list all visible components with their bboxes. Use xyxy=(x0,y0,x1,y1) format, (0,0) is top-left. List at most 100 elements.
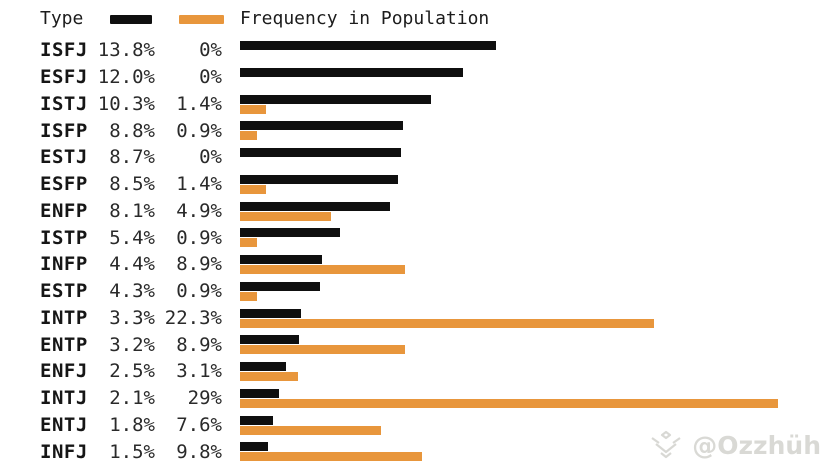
population-pct-label: 0.9% xyxy=(176,119,222,142)
type-bar xyxy=(240,148,402,157)
population-pct-label: 29% xyxy=(187,387,222,410)
population-bar xyxy=(240,104,266,114)
chart-row: INTP 3.3% 22.3% xyxy=(0,305,829,332)
population-pct-label: 0% xyxy=(199,66,222,89)
bar-group xyxy=(240,64,829,91)
population-pct-label: 7.6% xyxy=(176,413,222,436)
population-pct-label: 0% xyxy=(199,39,222,62)
population-pct-label: 0% xyxy=(199,146,222,169)
type-series-swatch xyxy=(110,15,152,24)
population-bar xyxy=(240,131,257,141)
bar-group xyxy=(240,331,829,358)
chart-row: ENFJ 2.5% 3.1% xyxy=(0,358,829,385)
bar-group xyxy=(240,385,829,412)
type-label: INFP xyxy=(40,253,88,276)
chart-row: ISTJ 10.3% 1.4% xyxy=(0,91,829,118)
type-bar xyxy=(240,362,287,371)
type-bar xyxy=(240,67,463,77)
type-pct-label: 1.5% xyxy=(109,440,155,463)
chart-row: ESTP 4.3% 0.9% xyxy=(0,278,829,305)
type-label: ENFP xyxy=(40,199,88,222)
legend-type-label: Type xyxy=(40,8,84,29)
population-bar xyxy=(240,265,406,274)
chart-rows: ISFJ 13.8% 0% ESFJ 12.0% 0% ISTJ 10.3% 1… xyxy=(0,37,829,466)
bar-group xyxy=(240,37,829,64)
type-bar xyxy=(240,255,322,264)
type-pct-label: 3.3% xyxy=(109,306,155,329)
population-pct-label: 22.3% xyxy=(164,306,222,329)
type-bar xyxy=(240,201,391,211)
population-pct-label: 0.9% xyxy=(176,280,222,303)
type-bar xyxy=(240,335,300,345)
population-bar xyxy=(240,372,298,381)
type-label: ESTP xyxy=(40,280,88,303)
type-bar xyxy=(240,415,274,425)
population-pct-label: 3.1% xyxy=(176,360,222,383)
type-label: ISFP xyxy=(40,119,88,142)
chart-row: ENTJ 1.8% 7.6% xyxy=(0,412,829,439)
population-pct-label: 4.9% xyxy=(176,199,222,222)
type-bar xyxy=(240,41,496,50)
bar-group xyxy=(240,117,829,144)
chart-row: ISTP 5.4% 0.9% xyxy=(0,224,829,251)
chart-row: ESFJ 12.0% 0% xyxy=(0,64,829,91)
bar-group xyxy=(240,278,829,305)
type-pct-label: 10.3% xyxy=(97,92,155,115)
bar-group xyxy=(240,305,829,332)
type-label: ISFJ xyxy=(40,39,88,62)
population-bar xyxy=(240,318,654,328)
type-label: ESTJ xyxy=(40,146,88,169)
type-bar xyxy=(240,281,320,291)
type-label: INTP xyxy=(40,306,88,329)
chart-row: ESTJ 8.7% 0% xyxy=(0,144,829,171)
type-pct-label: 8.7% xyxy=(109,146,155,169)
type-bar xyxy=(240,388,279,398)
type-pct-label: 5.4% xyxy=(109,226,155,249)
population-bar xyxy=(240,398,778,408)
type-label: INFJ xyxy=(40,440,88,463)
type-pct-label: 4.4% xyxy=(109,253,155,276)
population-pct-label: 8.9% xyxy=(176,333,222,356)
type-bar xyxy=(240,442,268,452)
bar-group xyxy=(240,438,829,465)
population-pct-label: 0.9% xyxy=(176,226,222,249)
population-bar xyxy=(240,211,331,221)
chart-row: ENTP 3.2% 8.9% xyxy=(0,331,829,358)
bar-group xyxy=(240,224,829,251)
population-bar xyxy=(240,238,257,248)
population-pct-label: 1.4% xyxy=(176,173,222,196)
population-bar xyxy=(240,452,422,462)
type-label: INTJ xyxy=(40,387,88,410)
bar-group xyxy=(240,358,829,385)
type-pct-label: 4.3% xyxy=(109,280,155,303)
population-series-swatch xyxy=(179,15,224,24)
type-pct-label: 8.1% xyxy=(109,199,155,222)
type-label: ENTP xyxy=(40,333,88,356)
type-pct-label: 13.8% xyxy=(97,39,155,62)
chart-row: ESFP 8.5% 1.4% xyxy=(0,171,829,198)
type-bar xyxy=(240,94,432,104)
population-pct-label: 8.9% xyxy=(176,253,222,276)
type-pct-label: 3.2% xyxy=(109,333,155,356)
type-pct-label: 2.1% xyxy=(109,387,155,410)
type-pct-label: 1.8% xyxy=(109,413,155,436)
bar-group xyxy=(240,251,829,278)
type-label: ENTJ xyxy=(40,413,88,436)
chart-row: INTJ 2.1% 29% xyxy=(0,385,829,412)
type-label: ESFP xyxy=(40,173,88,196)
chart-row: INFJ 1.5% 9.8% xyxy=(0,438,829,465)
type-bar xyxy=(240,308,302,318)
population-pct-label: 9.8% xyxy=(176,440,222,463)
population-bar xyxy=(240,184,266,194)
bar-group xyxy=(240,171,829,198)
type-label: ISTJ xyxy=(40,92,88,115)
chart-legend: Type Frequency in Population xyxy=(0,0,829,37)
type-bar xyxy=(240,121,404,131)
bar-group xyxy=(240,91,829,118)
type-bar xyxy=(240,228,341,238)
bar-group xyxy=(240,198,829,225)
type-pct-label: 8.8% xyxy=(109,119,155,142)
type-label: ISTP xyxy=(40,226,88,249)
bar-group xyxy=(240,144,829,171)
